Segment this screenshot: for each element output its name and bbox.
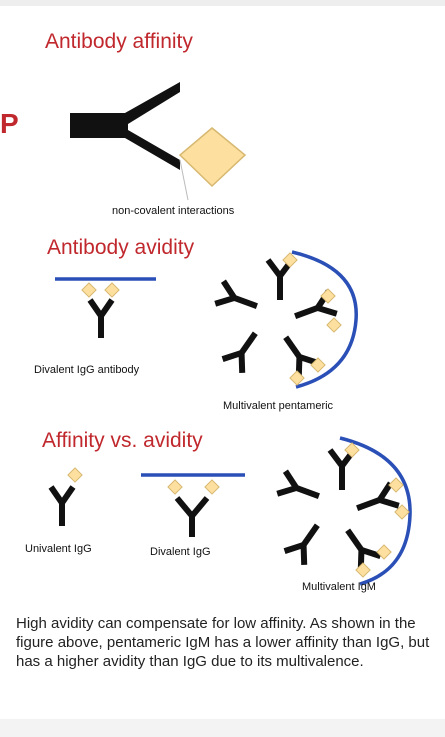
multivalent-igm-label: Multivalent IgM (302, 581, 376, 593)
divalent-igg-icon (174, 496, 210, 537)
pointer-line (179, 159, 189, 201)
divalent-igg-icon (87, 298, 115, 338)
antigen-icon (388, 477, 404, 493)
large-antibody-icon (70, 82, 180, 170)
noncovalent-label: non-covalent interactions (112, 205, 235, 217)
antigen-icon (204, 479, 220, 495)
bottom-strip (0, 719, 445, 737)
divalent-igg-label: Divalent IgG (150, 546, 211, 558)
igm-surface-arc (339, 436, 412, 586)
antigen-icon (81, 282, 97, 298)
antigen-icon (167, 479, 183, 495)
antigen-icon (104, 282, 120, 298)
antibody-avidity-title: Antibody avidity (47, 236, 195, 259)
igm-surface-arc (291, 250, 358, 389)
antigen-icon (326, 317, 342, 333)
antigen-icon (289, 370, 305, 386)
left-edge-letter: P (0, 108, 19, 139)
explanation-text: High avidity can compensate for low affi… (16, 615, 430, 670)
univalent-igg-label: Univalent IgG (25, 543, 92, 555)
antibody-affinity-title: Antibody affinity (45, 30, 193, 53)
antigen-icon (67, 467, 83, 483)
multivalent-pentameric-label: Multivalent pentameric (223, 400, 334, 412)
divalent-igg-antibody-label: Divalent IgG antibody (34, 364, 140, 376)
antigen-diamond-icon (178, 127, 247, 188)
univalent-igg-icon (48, 485, 76, 526)
top-strip (0, 0, 445, 6)
affinity-vs-avidity-title: Affinity vs. avidity (42, 429, 203, 452)
